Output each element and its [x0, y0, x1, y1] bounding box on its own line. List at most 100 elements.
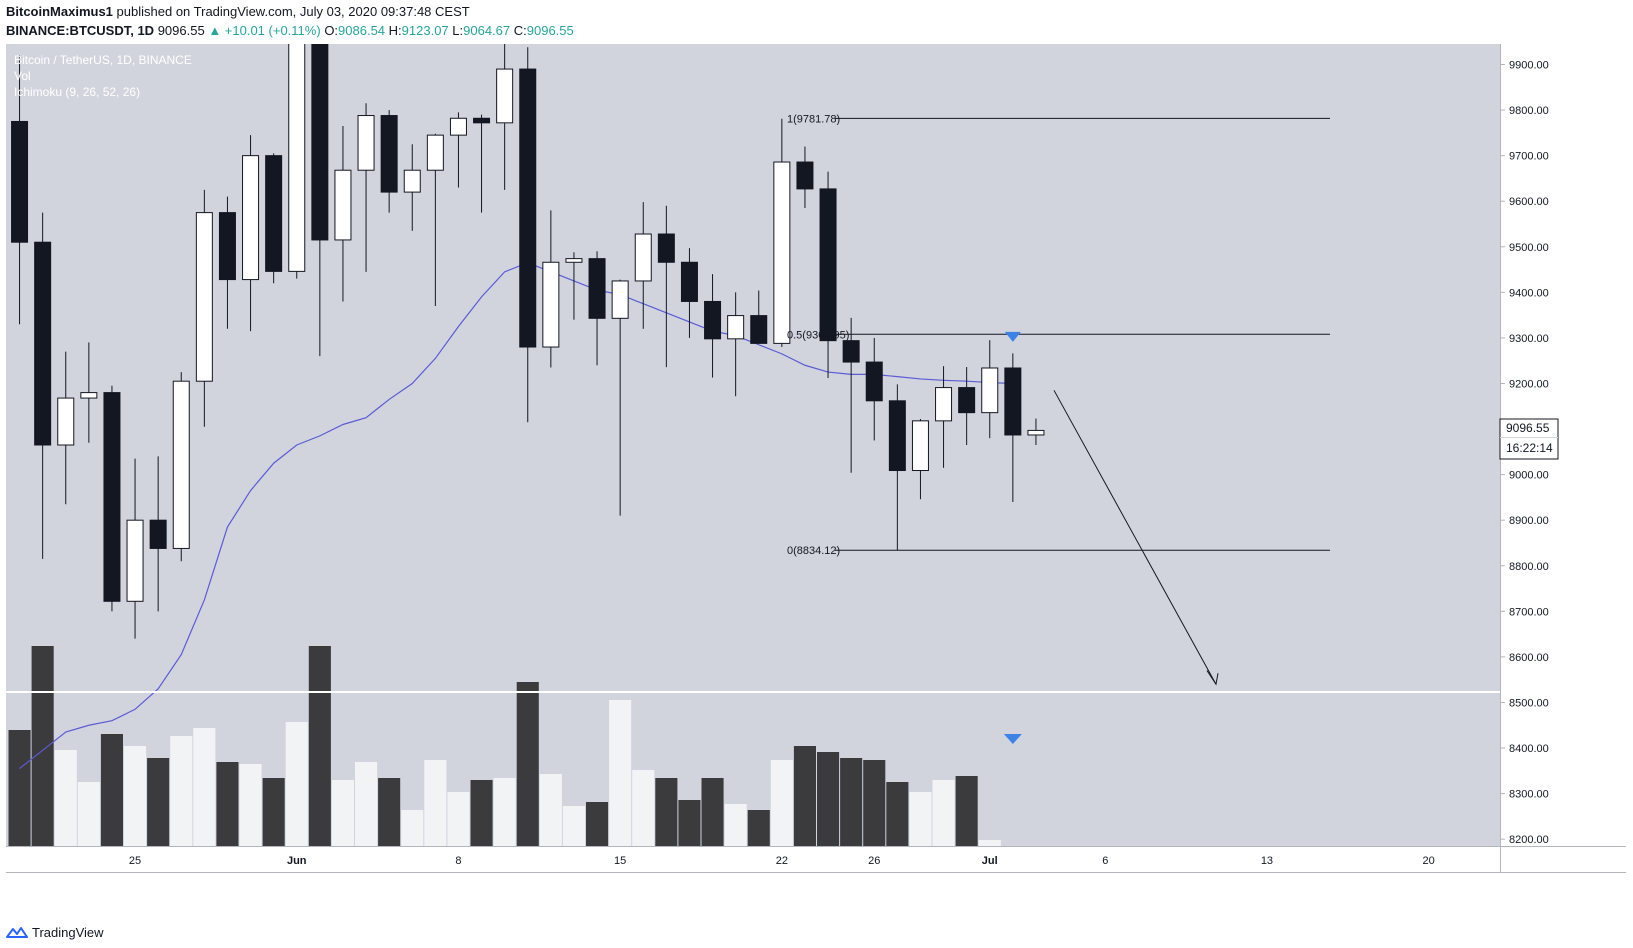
- volume-bar: [493, 778, 516, 846]
- price-tick-label: 8600.00: [1509, 652, 1549, 664]
- candle-body: [842, 340, 860, 363]
- candle-body: [657, 233, 675, 263]
- published-text: published on TradingView.com, July 03, 2…: [116, 4, 470, 19]
- volume-signal-marker-icon: [1003, 734, 1022, 744]
- volume-bar: [678, 800, 701, 846]
- candle-body: [11, 120, 29, 243]
- volume-bar: [285, 722, 308, 846]
- price-tick-label: 8900.00: [1509, 515, 1549, 527]
- time-axis-background[interactable]: [6, 846, 1626, 872]
- candle-body: [935, 387, 953, 422]
- volume-bar: [932, 780, 955, 846]
- price-tick-label: 9300.00: [1509, 333, 1549, 345]
- volume-bar: [331, 780, 354, 846]
- candle-body: [334, 169, 352, 241]
- candle-body: [265, 155, 283, 272]
- candle-body: [103, 392, 121, 602]
- candle-body: [680, 261, 698, 302]
- price-tick-label: 9400.00: [1509, 287, 1549, 299]
- candle-body: [773, 161, 791, 344]
- open-value: 9086.54: [338, 23, 386, 38]
- high-label: H:: [388, 23, 402, 38]
- candle-body: [496, 68, 514, 124]
- candle-body: [819, 188, 837, 342]
- volume-bar: [747, 810, 770, 846]
- price-chart[interactable]: 1(9781.78) 0.5(9307.95) 0(8834.12) 9900.00…: [6, 44, 1626, 914]
- volume-bar: [8, 730, 31, 846]
- candle-body: [473, 117, 491, 124]
- time-tick-label: 15: [614, 855, 626, 867]
- candle-body: [34, 241, 52, 446]
- candle-body: [727, 315, 745, 340]
- last-price-tag-countdown: 16:22:14: [1506, 441, 1553, 455]
- price-tick-label: 8800.00: [1509, 561, 1549, 573]
- publish-line: BitcoinMaximus1 published on TradingView…: [6, 2, 470, 22]
- time-tick-label: 13: [1261, 855, 1273, 867]
- volume-bar: [170, 736, 193, 846]
- volume-bar: [124, 746, 147, 846]
- price-tick-label: 8500.00: [1509, 697, 1549, 709]
- volume-bar: [378, 778, 401, 846]
- volume-bar: [863, 760, 886, 846]
- price-change: ▲ +10.01 (+0.11%): [208, 23, 321, 38]
- fibonacci-layer[interactable]: 1(9781.78) 0.5(9307.95) 0(8834.12): [787, 113, 1330, 557]
- volume-bar: [562, 806, 585, 846]
- volume-bar: [770, 760, 793, 846]
- candle-body: [750, 315, 768, 344]
- volume-bar: [447, 792, 470, 846]
- volume-bar: [793, 746, 816, 846]
- candle-body: [911, 420, 929, 472]
- chart-header: BitcoinMaximus1 published on TradingView…: [6, 2, 1626, 42]
- chart-background: [6, 44, 1500, 846]
- candle-body: [1027, 429, 1045, 436]
- candle-body: [126, 519, 144, 602]
- volume-bar: [216, 762, 239, 846]
- time-tick-label: 25: [129, 855, 141, 867]
- volume-bar: [817, 752, 840, 846]
- legend-volume[interactable]: Vol: [14, 69, 31, 83]
- candle-body: [588, 258, 606, 319]
- volume-bar: [424, 760, 447, 846]
- price-tick-label: 8400.00: [1509, 743, 1549, 755]
- volume-bar: [724, 804, 747, 846]
- candle-body: [311, 44, 329, 241]
- fib-level-label: 0(8834.12): [787, 545, 840, 557]
- volume-bar: [632, 770, 655, 846]
- volume-bar: [470, 780, 493, 846]
- projection-arrow-head-icon: [1206, 670, 1219, 686]
- low-label: L:: [452, 23, 464, 38]
- candle-body: [380, 115, 398, 193]
- candle-body: [195, 212, 213, 382]
- candle-body: [888, 400, 906, 472]
- price-tick-label: 9600.00: [1509, 196, 1549, 208]
- open-label: O:: [324, 23, 339, 38]
- low-value: 9064.67: [463, 23, 511, 38]
- volume-bar: [308, 646, 331, 846]
- author-name[interactable]: BitcoinMaximus1: [6, 4, 113, 19]
- candle-body: [519, 68, 537, 348]
- legend-symbol[interactable]: Bitcoin / TetherUS, 1D, BINANCE: [14, 53, 192, 67]
- candle-body: [449, 117, 467, 136]
- legend-ichimoku[interactable]: Ichimoku (9, 26, 52, 26): [14, 85, 141, 99]
- high-value: 9123.07: [401, 23, 449, 38]
- price-tick-label: 9000.00: [1509, 470, 1549, 482]
- volume-bar: [886, 782, 909, 846]
- last-price-tag-price: 9096.55: [1506, 421, 1550, 435]
- close-value: 9096.55: [526, 23, 574, 38]
- footer-brand[interactable]: TradingView: [32, 924, 104, 940]
- last-price-tag: 9096.55 16:22:14: [1499, 418, 1559, 460]
- candle-body: [288, 44, 306, 272]
- volume-bar: [516, 682, 539, 846]
- time-tick-label: 26: [868, 855, 880, 867]
- candle-body: [865, 361, 883, 402]
- candle-body: [796, 161, 814, 190]
- volume-bar: [100, 734, 123, 846]
- chart-legend: Bitcoin / TetherUS, 1D, BINANCE Vol Ichi…: [14, 52, 192, 100]
- candle-body: [1004, 367, 1022, 436]
- candle-body: [704, 300, 722, 340]
- tradingview-logo-icon[interactable]: [6, 925, 28, 939]
- price-tick-label: 9900.00: [1509, 60, 1549, 72]
- symbol-label: BINANCE:BTCUSDT, 1D: [6, 23, 155, 38]
- projection-arrow-line: [1053, 390, 1217, 685]
- ichimoku-baseline: [19, 262, 1013, 770]
